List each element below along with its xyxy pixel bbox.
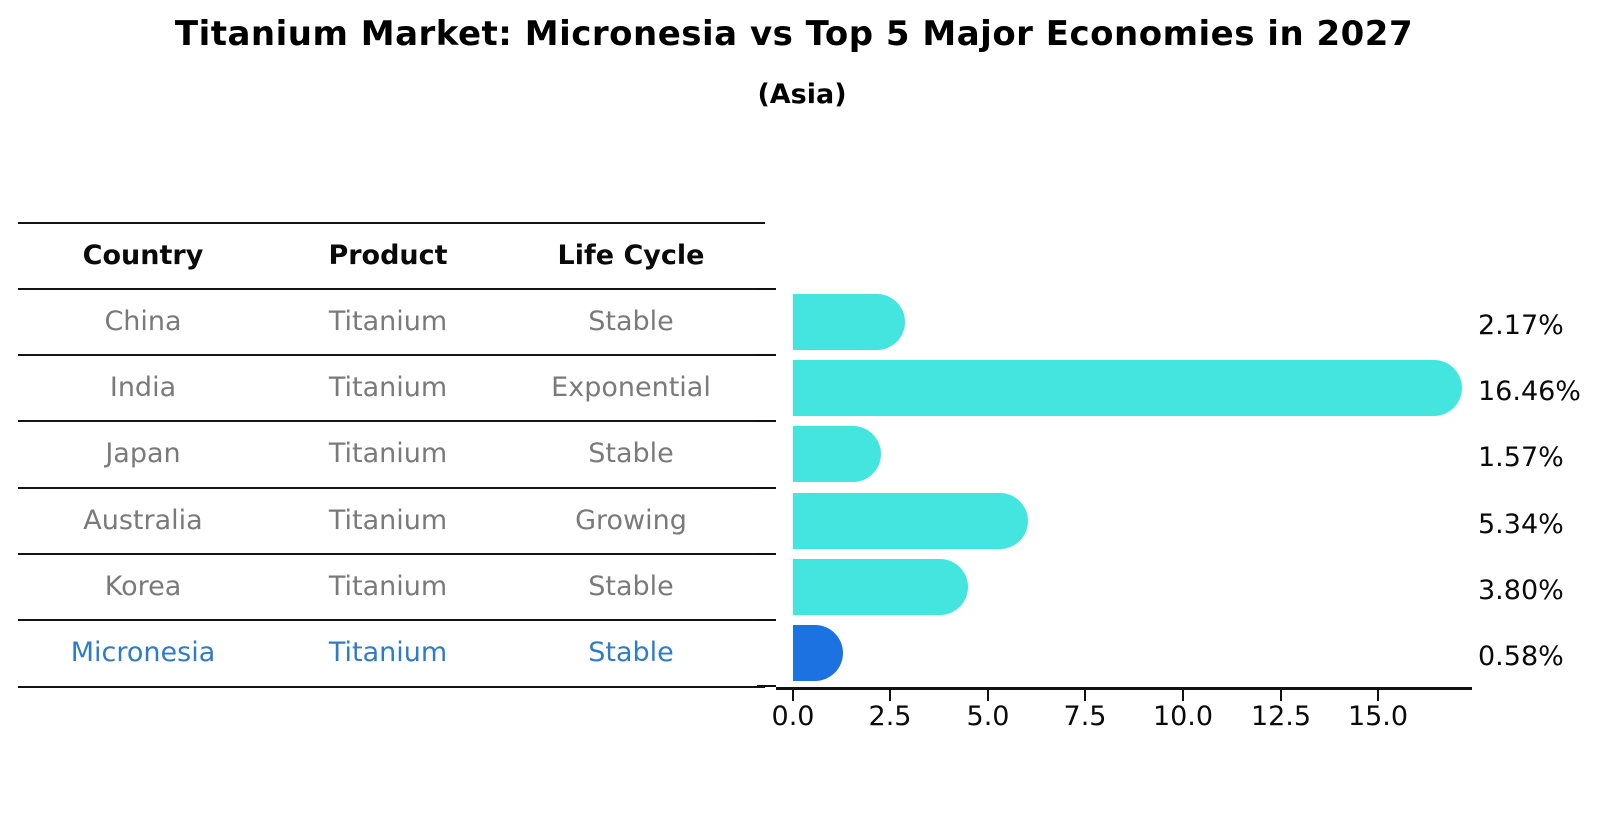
table-cell-life-cycle: Stable	[588, 306, 674, 337]
table-cell-product: Titanium	[328, 571, 448, 602]
x-axis-tick	[1182, 690, 1184, 701]
x-axis-tick-label: 10.0	[1152, 701, 1214, 732]
x-axis-tick	[987, 690, 989, 701]
x-axis-tick-label: 12.5	[1250, 701, 1312, 732]
table-cell-life-cycle: Stable	[588, 571, 674, 602]
y-axis-tick	[757, 619, 776, 621]
table-rule-bottom	[18, 686, 765, 688]
table-cell-country-highlighted: Micronesia	[70, 637, 216, 668]
x-axis-tick-label: 5.0	[966, 701, 1010, 732]
table-cell-product: Titanium	[328, 306, 448, 337]
bar-china	[793, 294, 905, 350]
bar-japan	[793, 426, 882, 482]
table-rule	[18, 354, 765, 356]
table-cell-product-highlighted: Titanium	[328, 637, 448, 668]
table-header-product: Product	[328, 240, 448, 271]
table-cell-product: Titanium	[328, 438, 448, 469]
bar-value-label: 1.57%	[1478, 442, 1564, 473]
bar-value-label: 5.34%	[1478, 509, 1564, 540]
x-axis-tick	[889, 690, 891, 701]
table-header-life-cycle: Life Cycle	[557, 240, 705, 271]
table-cell-life-cycle-highlighted: Stable	[588, 637, 674, 668]
bar-australia	[793, 493, 1029, 549]
y-axis-tick	[757, 553, 776, 555]
x-axis-tick	[1377, 690, 1379, 701]
table-rule	[18, 619, 765, 621]
table-rule-header	[18, 288, 765, 290]
x-axis-tick-label: 7.5	[1063, 701, 1107, 732]
bar-micronesia-highlight	[793, 625, 843, 681]
table-cell-product: Titanium	[328, 372, 448, 403]
table-cell-product: Titanium	[328, 505, 448, 536]
x-axis-tick	[792, 690, 794, 701]
bar-value-label: 2.17%	[1478, 310, 1564, 341]
chart-title: Titanium Market: Micronesia vs Top 5 Maj…	[174, 14, 1414, 54]
x-axis-tick	[1084, 690, 1086, 701]
table-rule-top	[18, 222, 765, 224]
bar-value-label: 0.58%	[1478, 641, 1564, 672]
table-rule	[18, 420, 765, 422]
table-rule	[18, 487, 765, 489]
x-axis-tick-label: 0.0	[771, 701, 815, 732]
table-cell-country: Korea	[104, 571, 182, 602]
x-axis-line	[776, 687, 1472, 690]
y-axis-tick	[757, 685, 776, 687]
table-cell-country: India	[109, 372, 177, 403]
table-rule	[18, 553, 765, 555]
bar-korea	[793, 559, 969, 615]
table-cell-country: Japan	[105, 438, 181, 469]
table-cell-country: Australia	[83, 505, 203, 536]
table-cell-country: China	[104, 306, 182, 337]
bar-value-label: 16.46%	[1478, 376, 1581, 407]
x-axis-tick-label: 15.0	[1347, 701, 1409, 732]
y-axis-tick	[757, 487, 776, 489]
bar-india	[793, 360, 1462, 416]
x-axis-tick-label: 2.5	[868, 701, 912, 732]
table-cell-life-cycle: Exponential	[551, 372, 711, 403]
table-header-country: Country	[82, 240, 204, 271]
y-axis-tick	[757, 420, 776, 422]
x-axis-tick	[1280, 690, 1282, 701]
bar-value-label: 3.80%	[1478, 575, 1564, 606]
table-cell-life-cycle: Growing	[575, 505, 687, 536]
table-cell-life-cycle: Stable	[588, 438, 674, 469]
chart-subtitle: (Asia)	[757, 79, 847, 110]
y-axis-tick	[757, 354, 776, 356]
y-axis-tick	[757, 288, 776, 290]
